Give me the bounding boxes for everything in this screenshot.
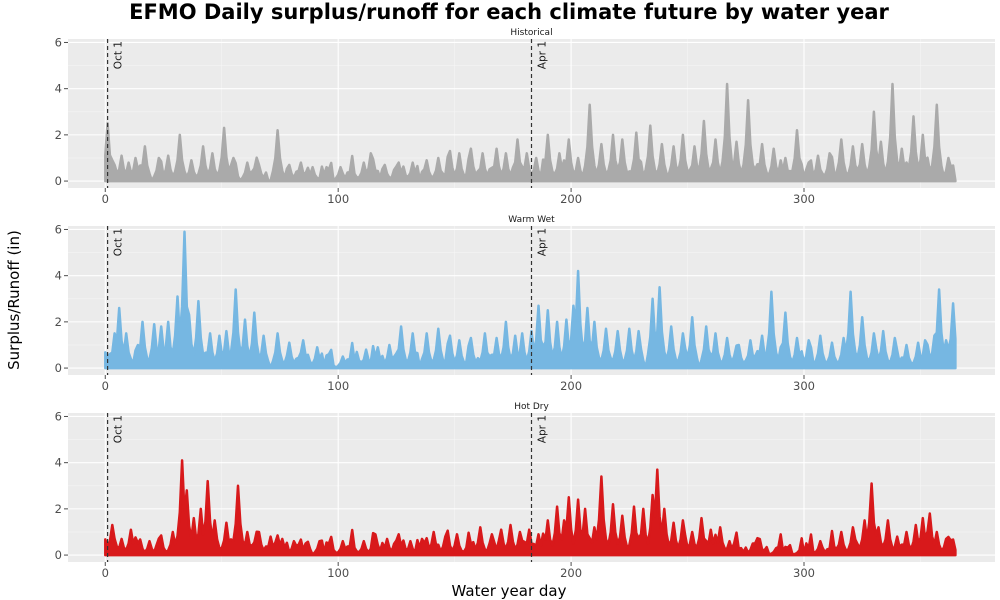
panel-hot-dry: Hot Dry Oct 1 Apr 1 0 2 4 6 0 100 200 300 xyxy=(55,402,995,580)
y-tick-label: 0 xyxy=(55,174,62,188)
x-tick-label: 300 xyxy=(793,192,815,206)
x-tick-label: 100 xyxy=(327,379,349,393)
vline-label: Oct 1 xyxy=(113,228,125,256)
x-tick-label: 100 xyxy=(327,566,349,580)
x-tick-label: 200 xyxy=(560,379,582,393)
vline-label: Apr 1 xyxy=(537,228,549,256)
y-tick-label: 2 xyxy=(55,128,62,142)
y-axis-title: Surplus/Runoff (in) xyxy=(5,230,23,370)
vline-label: Apr 1 xyxy=(537,415,549,443)
y-tick-label: 6 xyxy=(55,409,62,423)
panel-strip-label: Warm Wet xyxy=(508,215,555,225)
vline-label: Oct 1 xyxy=(113,41,125,69)
x-tick-label: 300 xyxy=(793,379,815,393)
chart-title: EFMO Daily surplus/runoff for each clima… xyxy=(129,0,889,24)
y-tick-label: 4 xyxy=(55,456,62,470)
vline-label: Oct 1 xyxy=(113,415,125,443)
panel-warm-wet: Warm Wet Oct 1 Apr 1 0 2 4 6 0 100 200 300 xyxy=(55,215,995,393)
y-tick-label: 2 xyxy=(55,315,62,329)
x-tick-label: 0 xyxy=(102,379,109,393)
y-tick-label: 4 xyxy=(55,82,62,96)
y-tick-label: 4 xyxy=(55,269,62,283)
y-tick-label: 6 xyxy=(55,35,62,49)
panel-strip-label: Historical xyxy=(510,28,552,38)
x-tick-label: 200 xyxy=(560,566,582,580)
series-area xyxy=(104,459,957,557)
y-tick-label: 0 xyxy=(55,361,62,375)
x-axis-title: Water year day xyxy=(452,582,567,600)
y-tick-label: 2 xyxy=(55,502,62,516)
x-tick-label: 0 xyxy=(102,192,109,206)
panel-strip-label: Hot Dry xyxy=(514,402,549,412)
x-tick-label: 200 xyxy=(560,192,582,206)
x-tick-label: 300 xyxy=(793,566,815,580)
y-tick-label: 6 xyxy=(55,222,62,236)
x-tick-label: 0 xyxy=(102,566,109,580)
y-tick-label: 0 xyxy=(55,548,62,562)
panel-historical: Historical Oct 1 Apr 1 0 2 4 6 0 100 200 300 xyxy=(55,28,995,206)
vline-label: Apr 1 xyxy=(537,41,549,69)
x-tick-label: 100 xyxy=(327,192,349,206)
